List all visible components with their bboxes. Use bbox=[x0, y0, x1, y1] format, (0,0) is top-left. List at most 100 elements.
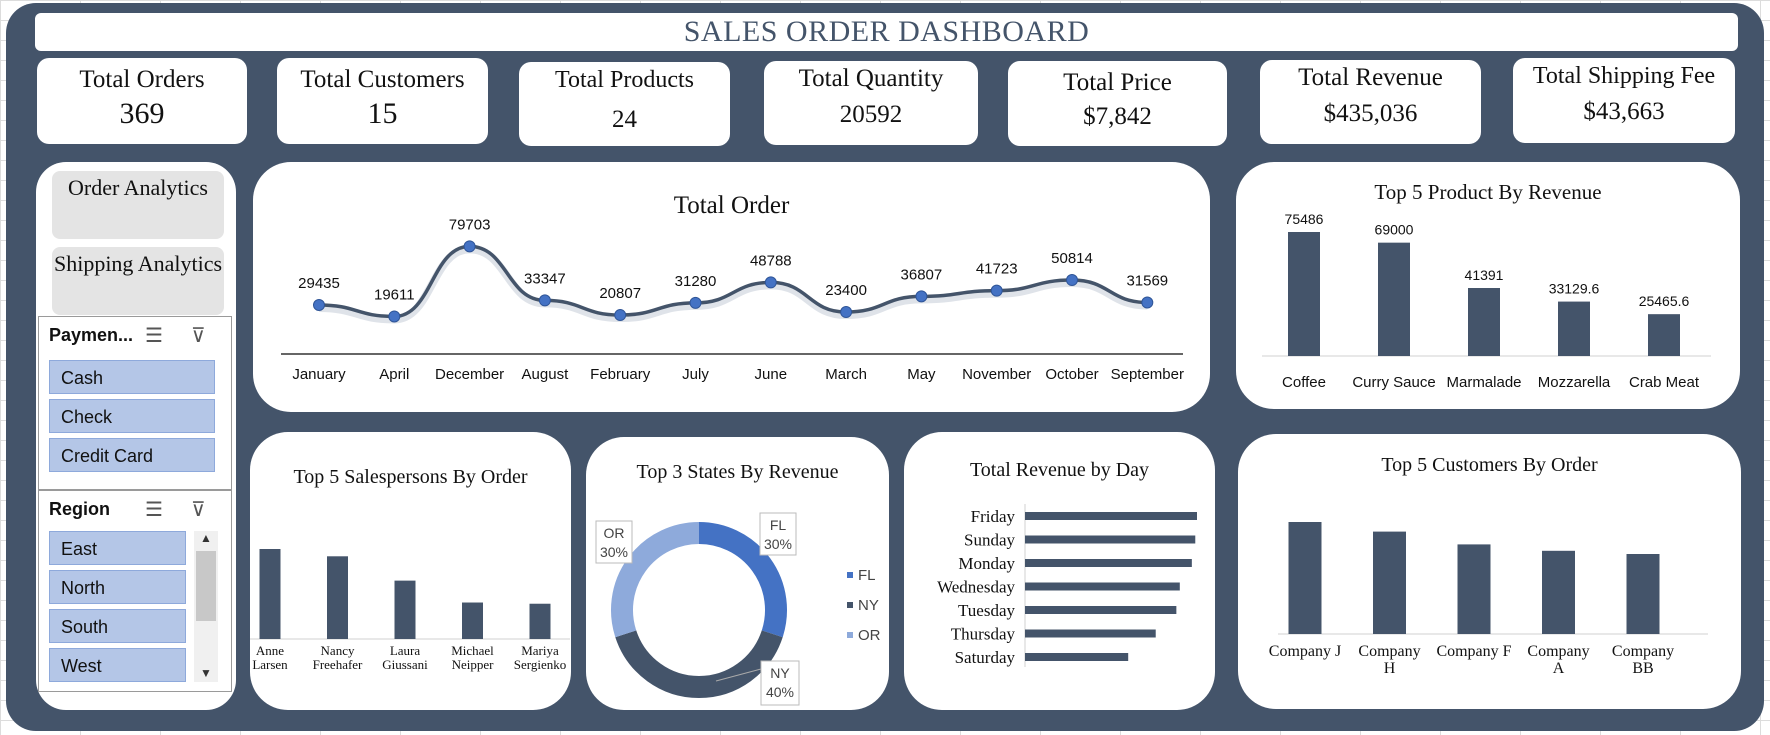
top-products-card: Top 5 Product By Revenue 75486 Coffee 6900… bbox=[1236, 162, 1740, 409]
bar bbox=[1626, 554, 1660, 634]
x-tick-label: Marmalade bbox=[1446, 374, 1521, 391]
bar bbox=[1468, 288, 1500, 356]
data-point bbox=[764, 276, 777, 289]
top-states-chart: FL 30% NY 40% OR 30% FL NY OR bbox=[595, 512, 881, 706]
y-tick-label: Thursday bbox=[951, 625, 1016, 644]
donut-segment bbox=[615, 630, 783, 698]
data-label: 33129.6 bbox=[1549, 281, 1600, 297]
payment-slicer-header: Paymen... bbox=[49, 325, 134, 345]
slice-label: FL bbox=[770, 517, 787, 533]
kpi-total-shipping-fee: Total Shipping Fee $43,663 bbox=[1513, 58, 1735, 143]
x-tick-label: Mozzarella bbox=[1538, 374, 1611, 391]
multi-select-icon[interactable]: ☰ bbox=[145, 325, 163, 347]
x-tick-label: June bbox=[755, 366, 788, 383]
slicer-item-check[interactable]: Check bbox=[49, 399, 215, 433]
x-tick-label: January bbox=[292, 366, 346, 383]
data-point bbox=[689, 296, 702, 309]
slice-value: 30% bbox=[764, 536, 792, 552]
data-label: 31280 bbox=[675, 273, 717, 290]
callout-box bbox=[759, 512, 797, 556]
top-salespersons-title: Top 5 Salespersons By Order bbox=[293, 466, 528, 488]
data-point bbox=[388, 310, 401, 323]
slicer-scrollbar[interactable]: ▲ ▼ bbox=[194, 531, 218, 682]
y-tick-label: Tuesday bbox=[958, 601, 1015, 620]
data-point bbox=[463, 240, 476, 253]
legend-swatch bbox=[847, 632, 853, 638]
x-tick-label: Michael bbox=[451, 643, 494, 658]
top-customers-card: Top 5 Customers By Order Company J Compan… bbox=[1238, 434, 1741, 709]
bar bbox=[1025, 629, 1156, 638]
bar bbox=[1288, 522, 1322, 634]
slicer-item-east[interactable]: East bbox=[49, 531, 186, 565]
x-tick-label: February bbox=[590, 366, 651, 383]
top-products-title: Top 5 Product By Revenue bbox=[1374, 180, 1602, 204]
x-tick-label: August bbox=[522, 366, 570, 383]
total-order-card: Total Order 29435 January 19611 April 79703 D… bbox=[253, 162, 1210, 412]
y-tick-label: Saturday bbox=[955, 648, 1016, 667]
scroll-up-icon[interactable]: ▲ bbox=[200, 531, 212, 545]
slicer-item-north[interactable]: North bbox=[49, 570, 186, 604]
multi-select-icon[interactable]: ☰ bbox=[145, 499, 163, 521]
bar bbox=[327, 556, 348, 639]
bar bbox=[394, 580, 416, 639]
slice-value: 30% bbox=[600, 544, 628, 560]
data-point bbox=[840, 306, 853, 319]
scrollbar-thumb[interactable] bbox=[196, 551, 216, 621]
bar bbox=[259, 549, 281, 639]
x-tick-label: Anne bbox=[256, 643, 284, 658]
y-tick-label: Friday bbox=[971, 507, 1016, 526]
kpi-label: Total Products bbox=[555, 67, 694, 93]
data-point bbox=[1066, 274, 1078, 287]
kpi-label: Total Quantity bbox=[798, 65, 944, 92]
x-tick-label: Sergienko bbox=[514, 657, 566, 672]
kpi-total-orders: Total Orders 369 bbox=[37, 58, 247, 144]
bar bbox=[1378, 242, 1410, 356]
kpi-total-quantity: Total Quantity 20592 bbox=[764, 61, 978, 145]
data-point bbox=[614, 309, 627, 322]
revenue-by-day-card: Total Revenue by Day Friday Sunday Monday W… bbox=[904, 432, 1215, 710]
x-tick-label: April bbox=[379, 366, 409, 383]
data-label: 19611 bbox=[374, 286, 415, 303]
bar bbox=[1288, 232, 1320, 356]
data-label: 29435 bbox=[298, 275, 340, 292]
x-tick-label: May bbox=[907, 366, 936, 383]
kpi-value: 20592 bbox=[839, 101, 903, 128]
slicer-item-south[interactable]: South bbox=[49, 609, 186, 643]
bar bbox=[1025, 559, 1192, 567]
data-label: 50814 bbox=[1051, 250, 1093, 267]
kpi-value: $7,842 bbox=[1083, 103, 1152, 130]
bar bbox=[1542, 550, 1575, 634]
data-label: 23400 bbox=[825, 282, 867, 299]
bar bbox=[1648, 314, 1680, 356]
kpi-total-price: Total Price $7,842 bbox=[1008, 61, 1227, 146]
kpi-value: $435,036 bbox=[1323, 100, 1418, 127]
slicer-item-cash[interactable]: Cash bbox=[49, 360, 215, 394]
kpi-total-customers: Total Customers 15 bbox=[277, 58, 488, 144]
slice-label: NY bbox=[770, 665, 790, 681]
slicer-item-west[interactable]: West bbox=[49, 648, 186, 682]
bar bbox=[1025, 512, 1197, 520]
x-tick-label: Crab Meat bbox=[1629, 374, 1700, 391]
y-tick-label: Wednesday bbox=[937, 578, 1015, 597]
data-point bbox=[313, 298, 325, 311]
data-label: 25465.6 bbox=[1639, 293, 1690, 309]
data-label: 79703 bbox=[449, 216, 491, 233]
y-tick-label: Monday bbox=[958, 554, 1015, 573]
data-point bbox=[1141, 296, 1154, 309]
payment-slicer: Paymen... ☰ ⊽ Cash Check Credit Card bbox=[38, 316, 232, 490]
slicer-item-credit-card[interactable]: Credit Card bbox=[49, 438, 215, 472]
kpi-value: 15 bbox=[367, 97, 398, 130]
scroll-down-icon[interactable]: ▼ bbox=[200, 666, 212, 680]
shipping-analytics-button[interactable]: Shipping Analytics bbox=[52, 247, 224, 315]
order-analytics-button[interactable]: Order Analytics bbox=[52, 171, 224, 239]
kpi-label: Total Orders bbox=[79, 66, 205, 93]
data-label: 41723 bbox=[976, 261, 1018, 278]
callout-box bbox=[760, 660, 800, 706]
x-tick-label: Larsen bbox=[252, 657, 288, 672]
legend-swatch bbox=[847, 602, 853, 608]
clear-filter-icon[interactable]: ⊽ bbox=[191, 325, 206, 347]
callout-box bbox=[595, 520, 633, 564]
clear-filter-icon[interactable]: ⊽ bbox=[191, 499, 206, 521]
